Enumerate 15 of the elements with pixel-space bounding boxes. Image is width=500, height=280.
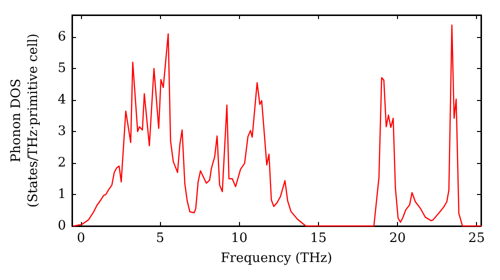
x-tick-label: 5 — [156, 231, 164, 246]
x-tick-label: 15 — [310, 231, 327, 246]
y-tick-label: 6 — [58, 30, 66, 45]
y-tick-label: 0 — [58, 218, 66, 234]
y-tick-label: 3 — [58, 124, 66, 140]
x-axis-title: Frequency (THz) — [220, 251, 332, 266]
y-tick-label: 1 — [58, 187, 66, 202]
x-tick-label: 25 — [468, 231, 485, 246]
x-tick-label: 0 — [76, 231, 86, 246]
y-axis-title: Phonon DOS (States/THz·primitive cell) — [9, 33, 41, 208]
x-tick-label: 20 — [389, 231, 406, 246]
x-tick-label: 10 — [230, 231, 248, 246]
y-tick-label: 2 — [58, 156, 66, 171]
y-tick-label: 5 — [58, 61, 66, 76]
y-tick-label: 4 — [58, 92, 66, 108]
